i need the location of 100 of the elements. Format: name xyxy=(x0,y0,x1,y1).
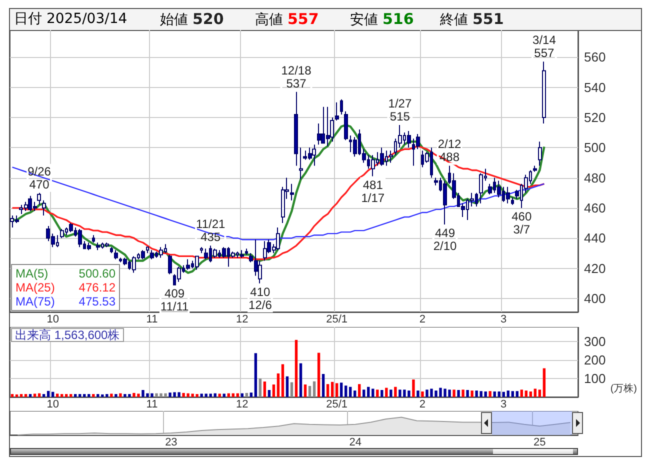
x-tick-label: 2 xyxy=(419,398,426,410)
candlestick xyxy=(533,165,537,172)
bar xyxy=(394,386,397,397)
bar xyxy=(28,394,32,397)
x-tick-label: 23 xyxy=(165,436,178,448)
bar xyxy=(308,386,312,397)
x-tick-label: 3 xyxy=(500,314,507,326)
candlestick xyxy=(294,91,298,166)
candlestick xyxy=(538,141,542,166)
candlestick xyxy=(150,250,154,260)
y-tick-label: 560 xyxy=(584,50,606,65)
candlestick xyxy=(92,234,95,244)
x-tick-label: 12 xyxy=(236,398,248,410)
candlestick xyxy=(78,228,82,248)
x-tick-label: 25 xyxy=(533,436,546,448)
y-tick-label: 300 xyxy=(584,334,606,350)
candlestick xyxy=(96,242,100,251)
candlestick xyxy=(497,180,501,198)
bar xyxy=(10,394,14,397)
bar xyxy=(470,390,474,397)
bar xyxy=(516,391,518,397)
bar xyxy=(416,390,420,397)
text: 高値 557 xyxy=(255,10,319,28)
bar xyxy=(344,386,348,397)
candlestick xyxy=(200,246,203,254)
bar xyxy=(511,391,514,397)
candlestick xyxy=(312,144,316,166)
annotation: 409 11/11 xyxy=(160,286,189,314)
candlestick xyxy=(276,227,280,251)
bar xyxy=(376,390,379,397)
bar xyxy=(250,392,253,397)
bar xyxy=(254,353,258,397)
bar xyxy=(299,363,302,397)
candlestick xyxy=(69,222,73,233)
bar xyxy=(362,390,366,397)
y-tick-label: 540 xyxy=(584,80,606,95)
bar xyxy=(462,390,464,397)
candlestick xyxy=(168,254,172,275)
bar xyxy=(56,394,59,397)
bar xyxy=(506,390,510,397)
bar xyxy=(372,388,374,397)
bar xyxy=(354,390,356,397)
candlestick xyxy=(380,147,384,166)
candlestick xyxy=(506,186,510,204)
candlestick xyxy=(407,130,411,148)
bar xyxy=(488,391,492,397)
bar xyxy=(538,390,542,397)
bar xyxy=(60,394,64,397)
bar xyxy=(312,381,316,397)
annotation: 460 3/7 xyxy=(512,209,532,236)
y-tick-label: 520 xyxy=(584,110,606,125)
text: 終値 551 xyxy=(440,10,504,28)
candlestick xyxy=(177,266,181,282)
candlestick xyxy=(87,242,91,251)
candlestick xyxy=(114,250,118,260)
bar xyxy=(326,384,330,397)
text: 安値 516 xyxy=(350,10,414,28)
x-tick-label: 24 xyxy=(349,436,362,448)
annotation: 12/18 537 xyxy=(281,63,312,90)
bar xyxy=(457,390,460,397)
y-tick-label: 460 xyxy=(584,200,606,216)
bar xyxy=(466,390,469,397)
bar xyxy=(290,382,294,397)
y-tick-label: 200 xyxy=(584,352,606,368)
bar xyxy=(317,352,320,397)
bar xyxy=(83,394,86,397)
bar xyxy=(92,394,95,397)
annotation: 410 12/6 xyxy=(248,284,272,312)
candlestick xyxy=(213,248,217,258)
bar xyxy=(286,376,289,397)
x-tick-label: 11 xyxy=(146,398,158,410)
x-tick-label: 3 xyxy=(500,398,507,410)
candlestick xyxy=(299,147,303,180)
x-tick-label: 10 xyxy=(46,398,59,410)
bar xyxy=(209,394,212,397)
annotation: 2/12 488 xyxy=(438,137,462,164)
y-tick-label: 440 xyxy=(584,230,606,246)
bar xyxy=(358,384,361,397)
bar xyxy=(245,392,248,397)
candlestick xyxy=(141,250,145,260)
candlestick xyxy=(335,102,339,121)
bar xyxy=(452,390,456,397)
bar xyxy=(322,374,325,397)
candlestick xyxy=(511,196,514,206)
bar xyxy=(304,384,307,397)
bar xyxy=(520,390,524,397)
annotation: 1/27 515 xyxy=(388,96,412,124)
bar xyxy=(258,378,262,397)
candlestick xyxy=(132,256,136,274)
bar xyxy=(114,394,118,397)
candlestick xyxy=(159,246,163,258)
bar xyxy=(276,373,280,397)
y-tick-label: 420 xyxy=(584,260,606,276)
candlestick xyxy=(42,200,46,216)
annotation: 9/26 470 xyxy=(28,164,52,192)
bar xyxy=(421,391,424,397)
bar xyxy=(24,394,28,397)
bar xyxy=(294,340,298,397)
candlestick xyxy=(340,98,343,115)
bar xyxy=(498,391,500,397)
